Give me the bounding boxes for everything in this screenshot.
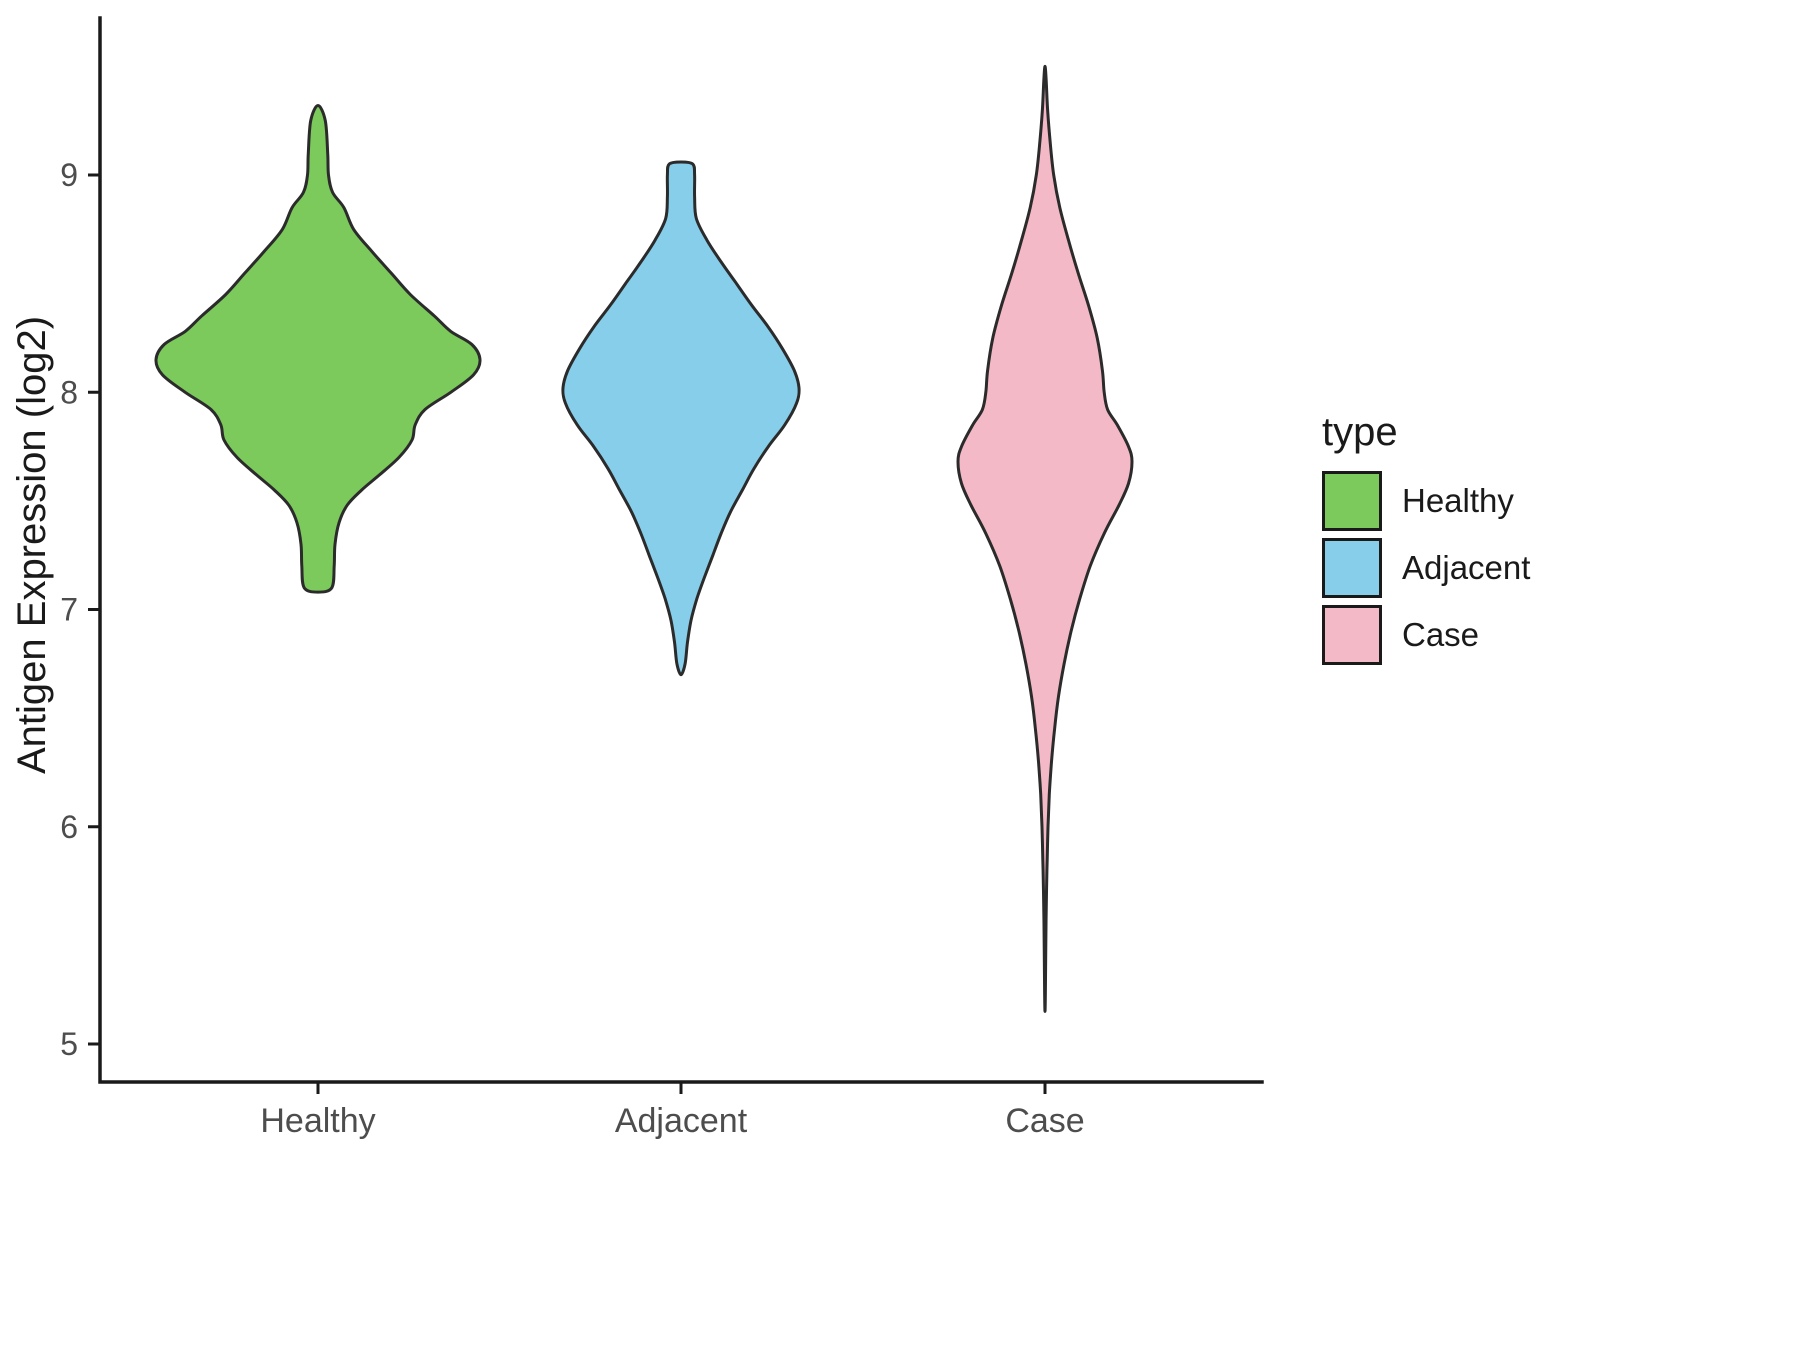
legend-item-adjacent: Adjacent xyxy=(1322,538,1530,598)
x-category-label: Adjacent xyxy=(615,1102,748,1140)
legend-items: Healthy Adjacent Case xyxy=(1322,471,1530,665)
axis-lines xyxy=(98,16,1264,1084)
y-tick-label: 9 xyxy=(60,157,78,193)
legend-item-case: Case xyxy=(1322,605,1530,665)
legend: type Healthy Adjacent Case xyxy=(1322,410,1530,672)
violin-healthy xyxy=(154,104,482,594)
legend-item-label: Case xyxy=(1402,616,1480,653)
legend-item-label: Adjacent xyxy=(1402,549,1531,586)
violin-adjacent xyxy=(561,160,801,677)
x-category-label: Healthy xyxy=(260,1102,375,1140)
legend-item-healthy: Healthy xyxy=(1322,471,1530,531)
y-tick-label: 7 xyxy=(60,592,78,628)
legend-swatch xyxy=(1322,471,1382,531)
legend-item-label: Healthy xyxy=(1402,482,1514,519)
legend-title: type xyxy=(1322,410,1398,454)
legend-swatch xyxy=(1322,538,1382,598)
legend-swatch xyxy=(1322,605,1382,665)
y-tick-label: 6 xyxy=(60,809,78,845)
x-category-label: Case xyxy=(1005,1102,1084,1140)
y-tick-label: 8 xyxy=(60,374,78,410)
y-tick-label: 5 xyxy=(60,1026,78,1062)
y-axis-title: Antigen Expression (log2) xyxy=(10,315,54,775)
violin-case xyxy=(956,64,1134,1013)
